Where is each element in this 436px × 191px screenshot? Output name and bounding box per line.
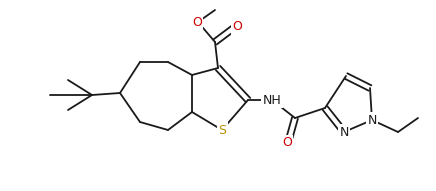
Text: N: N bbox=[367, 113, 377, 126]
Text: O: O bbox=[232, 20, 242, 33]
Text: S: S bbox=[218, 124, 226, 137]
Text: O: O bbox=[282, 137, 292, 150]
Text: NH: NH bbox=[262, 94, 281, 107]
Text: N: N bbox=[339, 125, 349, 138]
Text: O: O bbox=[192, 15, 202, 28]
